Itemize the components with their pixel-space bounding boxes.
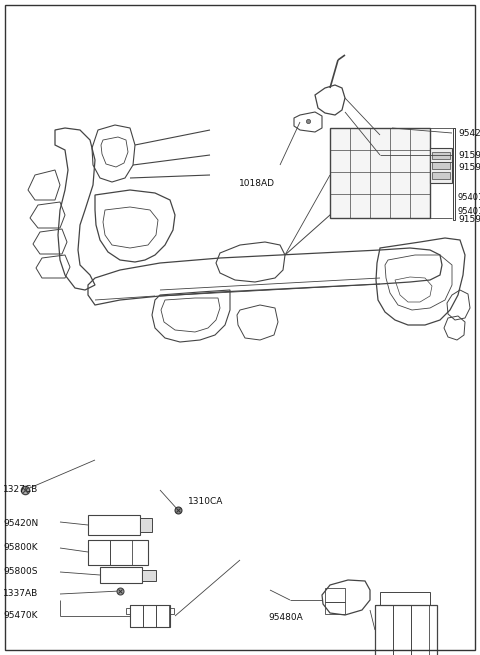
Bar <box>126 608 130 614</box>
Text: 1018AD: 1018AD <box>239 179 275 187</box>
Bar <box>432 172 450 179</box>
Bar <box>325 602 345 614</box>
Text: 91595: 91595 <box>458 151 480 160</box>
Bar <box>100 567 142 583</box>
Text: 95470K: 95470K <box>3 612 37 620</box>
Bar <box>380 592 430 605</box>
Text: 95800K: 95800K <box>3 544 37 553</box>
Bar <box>88 515 140 535</box>
Text: 1337AB: 1337AB <box>3 590 38 599</box>
Bar <box>393 605 411 655</box>
Text: 95420N: 95420N <box>3 519 38 527</box>
Bar <box>142 570 156 581</box>
Bar <box>375 605 437 655</box>
Bar <box>88 540 110 565</box>
Bar <box>330 128 430 218</box>
Text: 91593: 91593 <box>458 215 480 225</box>
Text: 95422: 95422 <box>458 128 480 138</box>
Bar <box>88 540 148 565</box>
Text: 95401D: 95401D <box>458 206 480 215</box>
Bar <box>411 605 429 655</box>
Text: 91594: 91594 <box>458 164 480 172</box>
Bar <box>143 605 156 627</box>
Bar <box>375 605 393 655</box>
Bar <box>130 605 143 627</box>
Text: 95480A: 95480A <box>268 612 303 622</box>
Text: 95800S: 95800S <box>3 567 37 576</box>
Text: 1310CA: 1310CA <box>188 498 223 506</box>
Bar <box>432 162 450 169</box>
Text: 95401M: 95401M <box>458 193 480 202</box>
Bar <box>453 128 455 220</box>
Bar <box>432 152 450 159</box>
Bar <box>130 605 170 627</box>
Bar <box>140 518 152 532</box>
Bar <box>110 540 132 565</box>
Text: 1327CB: 1327CB <box>3 485 38 495</box>
Bar <box>430 148 452 183</box>
Bar <box>325 588 345 602</box>
Bar <box>170 608 174 614</box>
Bar <box>156 605 169 627</box>
